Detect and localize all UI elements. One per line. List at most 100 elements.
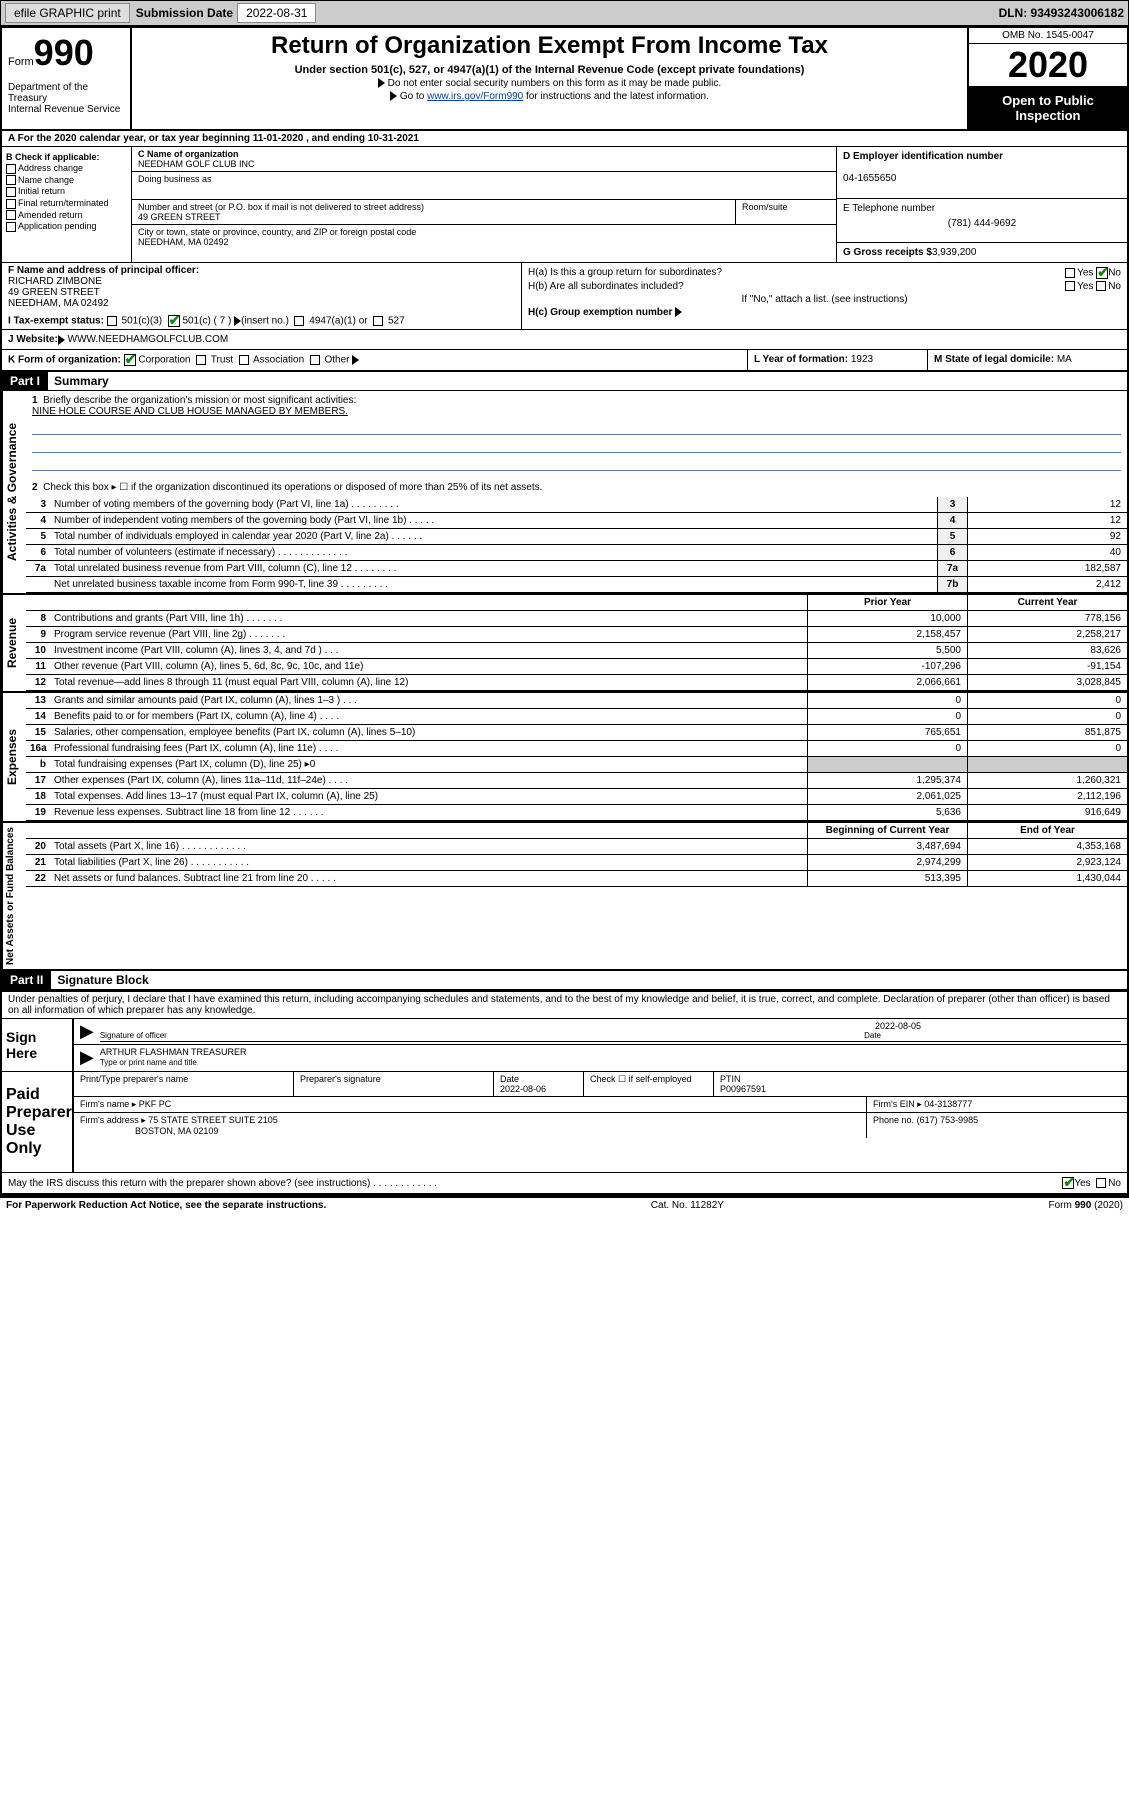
gov-line: 4 Number of independent voting members o… xyxy=(26,513,1127,529)
chk-assoc[interactable] xyxy=(239,355,249,365)
line-val: 12 xyxy=(967,513,1127,528)
vtab-netassets: Net Assets or Fund Balances xyxy=(2,823,26,969)
footer-right: Form 990 (2020) xyxy=(1049,1200,1123,1211)
data-line: 20 Total assets (Part X, line 16) . . . … xyxy=(26,839,1127,855)
firm-label: Firm's name ▸ xyxy=(80,1099,136,1109)
yes: Yes xyxy=(1077,281,1093,292)
prior-val: 0 xyxy=(807,741,967,756)
q2-text: Check this box ▸ ☐ if the organization d… xyxy=(43,482,542,493)
discuss-text: May the IRS discuss this return with the… xyxy=(8,1178,1062,1189)
sign-here-row: Sign Here ▶ 2022-08-05 Signature of offi… xyxy=(2,1018,1127,1071)
preparer-block: Paid Preparer Use Only Print/Type prepar… xyxy=(2,1071,1127,1172)
room-cell: Room/suite xyxy=(736,200,836,224)
underline xyxy=(32,437,1121,453)
current-val: 1,260,321 xyxy=(967,773,1127,788)
current-val: 778,156 xyxy=(967,611,1127,626)
opt-527: 527 xyxy=(388,316,405,327)
chk-final[interactable]: Final return/terminated xyxy=(6,198,127,209)
line-num: 22 xyxy=(26,871,50,886)
chk-501c3[interactable] xyxy=(107,316,117,326)
part2-badge: Part II xyxy=(2,971,51,989)
line-num: 9 xyxy=(26,627,50,642)
mission-block: 1 Briefly describe the organization's mi… xyxy=(26,391,1127,477)
open-to-public: Open to Public Inspection xyxy=(969,87,1127,129)
triangle-icon xyxy=(378,78,385,88)
hb-line: H(b) Are all subordinates included? Yes … xyxy=(528,281,1121,292)
year-formed: 1923 xyxy=(851,354,873,365)
row-a: A For the 2020 calendar year, or tax yea… xyxy=(2,131,1127,147)
line-box: 7b xyxy=(937,577,967,592)
ein-cell: D Employer identification number 04-1655… xyxy=(837,147,1127,199)
chk-other[interactable] xyxy=(310,355,320,365)
chk-trust[interactable] xyxy=(196,355,206,365)
line-num: 21 xyxy=(26,855,50,870)
line-num: 6 xyxy=(26,545,50,560)
line-box: 6 xyxy=(937,545,967,560)
line-box: 4 xyxy=(937,513,967,528)
chk-527[interactable] xyxy=(373,316,383,326)
chk-amended[interactable]: Amended return xyxy=(6,210,127,221)
line-text: Net unrelated business taxable income fr… xyxy=(50,577,937,592)
prior-val: -107,296 xyxy=(807,659,967,674)
discuss-no[interactable] xyxy=(1096,1178,1106,1188)
hb-yes[interactable] xyxy=(1065,281,1075,291)
data-line: 8 Contributions and grants (Part VIII, l… xyxy=(26,611,1127,627)
chk-501c[interactable] xyxy=(168,315,180,327)
domicile: MA xyxy=(1057,354,1072,365)
line-text: Professional fundraising fees (Part IX, … xyxy=(50,741,807,756)
line-text: Total number of individuals employed in … xyxy=(50,529,937,544)
line-text: Total revenue—add lines 8 through 11 (mu… xyxy=(50,675,807,690)
hb-text: H(b) Are all subordinates included? xyxy=(528,281,684,292)
line-num: 15 xyxy=(26,725,50,740)
discuss-yes[interactable] xyxy=(1062,1177,1074,1189)
line-num: 18 xyxy=(26,789,50,804)
declaration: Under penalties of perjury, I declare th… xyxy=(2,990,1127,1018)
j-label: J Website: xyxy=(8,334,58,345)
chk-corp[interactable] xyxy=(124,354,136,366)
current-val: 1,430,044 xyxy=(967,871,1127,886)
line-text: Total fundraising expenses (Part IX, col… xyxy=(50,757,807,772)
no: No xyxy=(1108,268,1121,279)
triangle-icon xyxy=(58,335,65,345)
opt-501c: 501(c) ( 7 ) xyxy=(182,316,231,327)
prior-year-hdr: Prior Year xyxy=(807,595,967,610)
chk-address[interactable]: Address change xyxy=(6,163,127,174)
line-num: 20 xyxy=(26,839,50,854)
governance-section: Activities & Governance 1 Briefly descri… xyxy=(2,391,1127,593)
line-num: 7a xyxy=(26,561,50,576)
netassets-section: Net Assets or Fund Balances Beginning of… xyxy=(2,821,1127,969)
ha-yes[interactable] xyxy=(1065,268,1075,278)
opt-501c3: 501(c)(3) xyxy=(122,316,163,327)
preparer-label: Paid Preparer Use Only xyxy=(2,1072,72,1172)
gov-line: 5 Total number of individuals employed i… xyxy=(26,529,1127,545)
data-line: 12 Total revenue—add lines 8 through 11 … xyxy=(26,675,1127,691)
current-val: -91,154 xyxy=(967,659,1127,674)
ha-no[interactable] xyxy=(1096,267,1108,279)
line-box: 7a xyxy=(937,561,967,576)
chk-initial[interactable]: Initial return xyxy=(6,186,127,197)
form-link[interactable]: www.irs.gov/Form990 xyxy=(427,91,523,102)
chk-pending[interactable]: Application pending xyxy=(6,221,127,232)
name-label: Type or print name and title xyxy=(100,1058,197,1067)
line-val: 182,587 xyxy=(967,561,1127,576)
group-return-cell: H(a) Is this a group return for subordin… xyxy=(522,263,1127,329)
prep-row2: Firm's name ▸ PKF PC Firm's EIN ▸ 04-313… xyxy=(74,1097,1127,1113)
chk-4947[interactable] xyxy=(294,316,304,326)
line-text: Benefits paid to or for members (Part IX… xyxy=(50,709,807,724)
header-mid: Return of Organization Exempt From Incom… xyxy=(132,28,967,129)
prior-val: 2,158,457 xyxy=(807,627,967,642)
chk-name[interactable]: Name change xyxy=(6,175,127,186)
efile-button[interactable]: efile GRAPHIC print xyxy=(5,3,130,23)
gov-line: 6 Total number of volunteers (estimate i… xyxy=(26,545,1127,561)
l-label: L Year of formation: xyxy=(754,354,848,365)
line-text: Other revenue (Part VIII, column (A), li… xyxy=(50,659,807,674)
end-year-hdr: End of Year xyxy=(967,823,1127,838)
current-val: 3,028,845 xyxy=(967,675,1127,690)
chk-label: Address change xyxy=(18,163,83,173)
firm-ein-cell: Firm's EIN ▸ 04-3138777 xyxy=(867,1097,1127,1112)
current-val: 83,626 xyxy=(967,643,1127,658)
firm-phone: (617) 753-9985 xyxy=(917,1115,979,1125)
hb-no[interactable] xyxy=(1096,281,1106,291)
website: WWW.NEEDHAMGOLFCLUB.COM xyxy=(68,334,229,345)
prep-date-cell: Date2022-08-06 xyxy=(494,1072,584,1096)
